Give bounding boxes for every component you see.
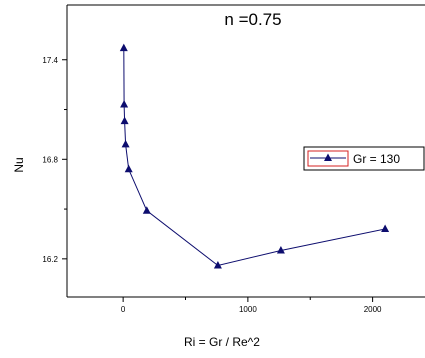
legend-sample-box: [307, 150, 349, 167]
y-tick-label: 16.2: [42, 255, 58, 264]
data-point: [120, 100, 129, 108]
x-tick-label: 1000: [239, 305, 257, 314]
data-point: [121, 139, 130, 148]
legend: Gr = 130: [303, 146, 425, 171]
legend-marker-triangle: [324, 153, 332, 161]
data-point: [381, 224, 390, 232]
series-gr-130: [119, 43, 390, 269]
plot-frame: [66, 4, 425, 298]
data-point: [120, 116, 129, 125]
y-tick-label: 17.4: [42, 56, 58, 65]
x-tick-label: 0: [121, 305, 126, 314]
chart-title: n =0.75: [224, 10, 281, 29]
x-tick-label: 2000: [364, 305, 382, 314]
data-point: [119, 43, 128, 52]
data-point: [142, 206, 151, 214]
legend-box: [303, 146, 425, 171]
axis-ticks: 0 1000 2000 16.2 16.8 17.4: [42, 56, 382, 314]
data-point: [213, 261, 222, 269]
legend-label: Gr = 130: [353, 152, 400, 166]
data-point: [124, 164, 133, 173]
x-axis-title: Ri = Gr / Re^2: [184, 335, 260, 349]
y-axis-title: Nu: [12, 157, 26, 172]
data-point: [276, 246, 285, 254]
y-tick-label: 16.8: [42, 155, 58, 164]
